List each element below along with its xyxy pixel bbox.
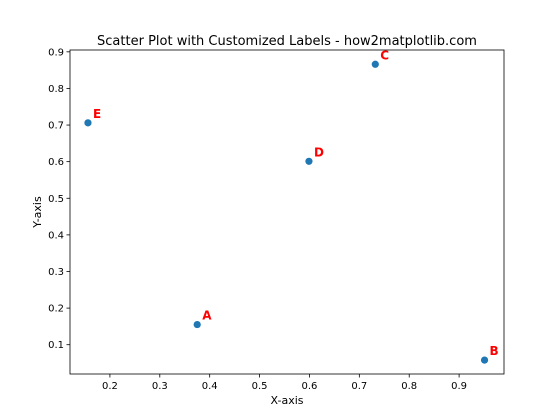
point-label-a: A (202, 309, 212, 323)
plot-frame (69, 49, 505, 375)
data-point-e (84, 119, 92, 127)
y-tick-label: 0.4 (48, 230, 64, 241)
y-tick-label: 0.7 (48, 121, 64, 132)
data-point-a (193, 320, 201, 329)
data-point-d (305, 157, 313, 165)
data-point-b (480, 356, 489, 364)
x-tick-label: 0.3 (152, 381, 168, 392)
data-point-c (371, 60, 379, 68)
x-tick-label: 0.6 (301, 381, 317, 392)
y-tick-label: 0.6 (48, 157, 64, 168)
y-tick-label: 0.5 (48, 194, 64, 205)
chart-title: Scatter Plot with Customized Labels - ho… (97, 34, 477, 49)
axis-ticks: 0.2 0.3 0.4 0.5 0.6 0.7 0.8 0.9 0.1 0.2 0.3 0.4 0.5 0… (48, 47, 467, 392)
point-label-b: B (490, 344, 499, 358)
x-tick-label: 0.4 (202, 381, 218, 392)
data-points: A B C D E (84, 48, 499, 364)
x-tick-label: 0.8 (401, 381, 417, 392)
x-tick-label: 0.7 (351, 381, 367, 392)
point-label-d: D (314, 145, 324, 159)
y-tick-label: 0.3 (48, 267, 64, 278)
y-tick-label: 0.9 (48, 47, 64, 58)
point-label-c: C (380, 48, 389, 62)
x-axis-label: X-axis (271, 394, 304, 407)
y-tick-label: 0.8 (48, 84, 64, 95)
y-axis-label: Y-axis (31, 196, 44, 229)
x-tick-label: 0.5 (252, 381, 268, 392)
x-tick-label: 0.9 (451, 381, 467, 392)
point-label-e: E (93, 107, 101, 121)
x-tick-label: 0.2 (102, 381, 118, 392)
y-tick-label: 0.1 (48, 340, 64, 351)
y-tick-label: 0.2 (48, 304, 64, 315)
